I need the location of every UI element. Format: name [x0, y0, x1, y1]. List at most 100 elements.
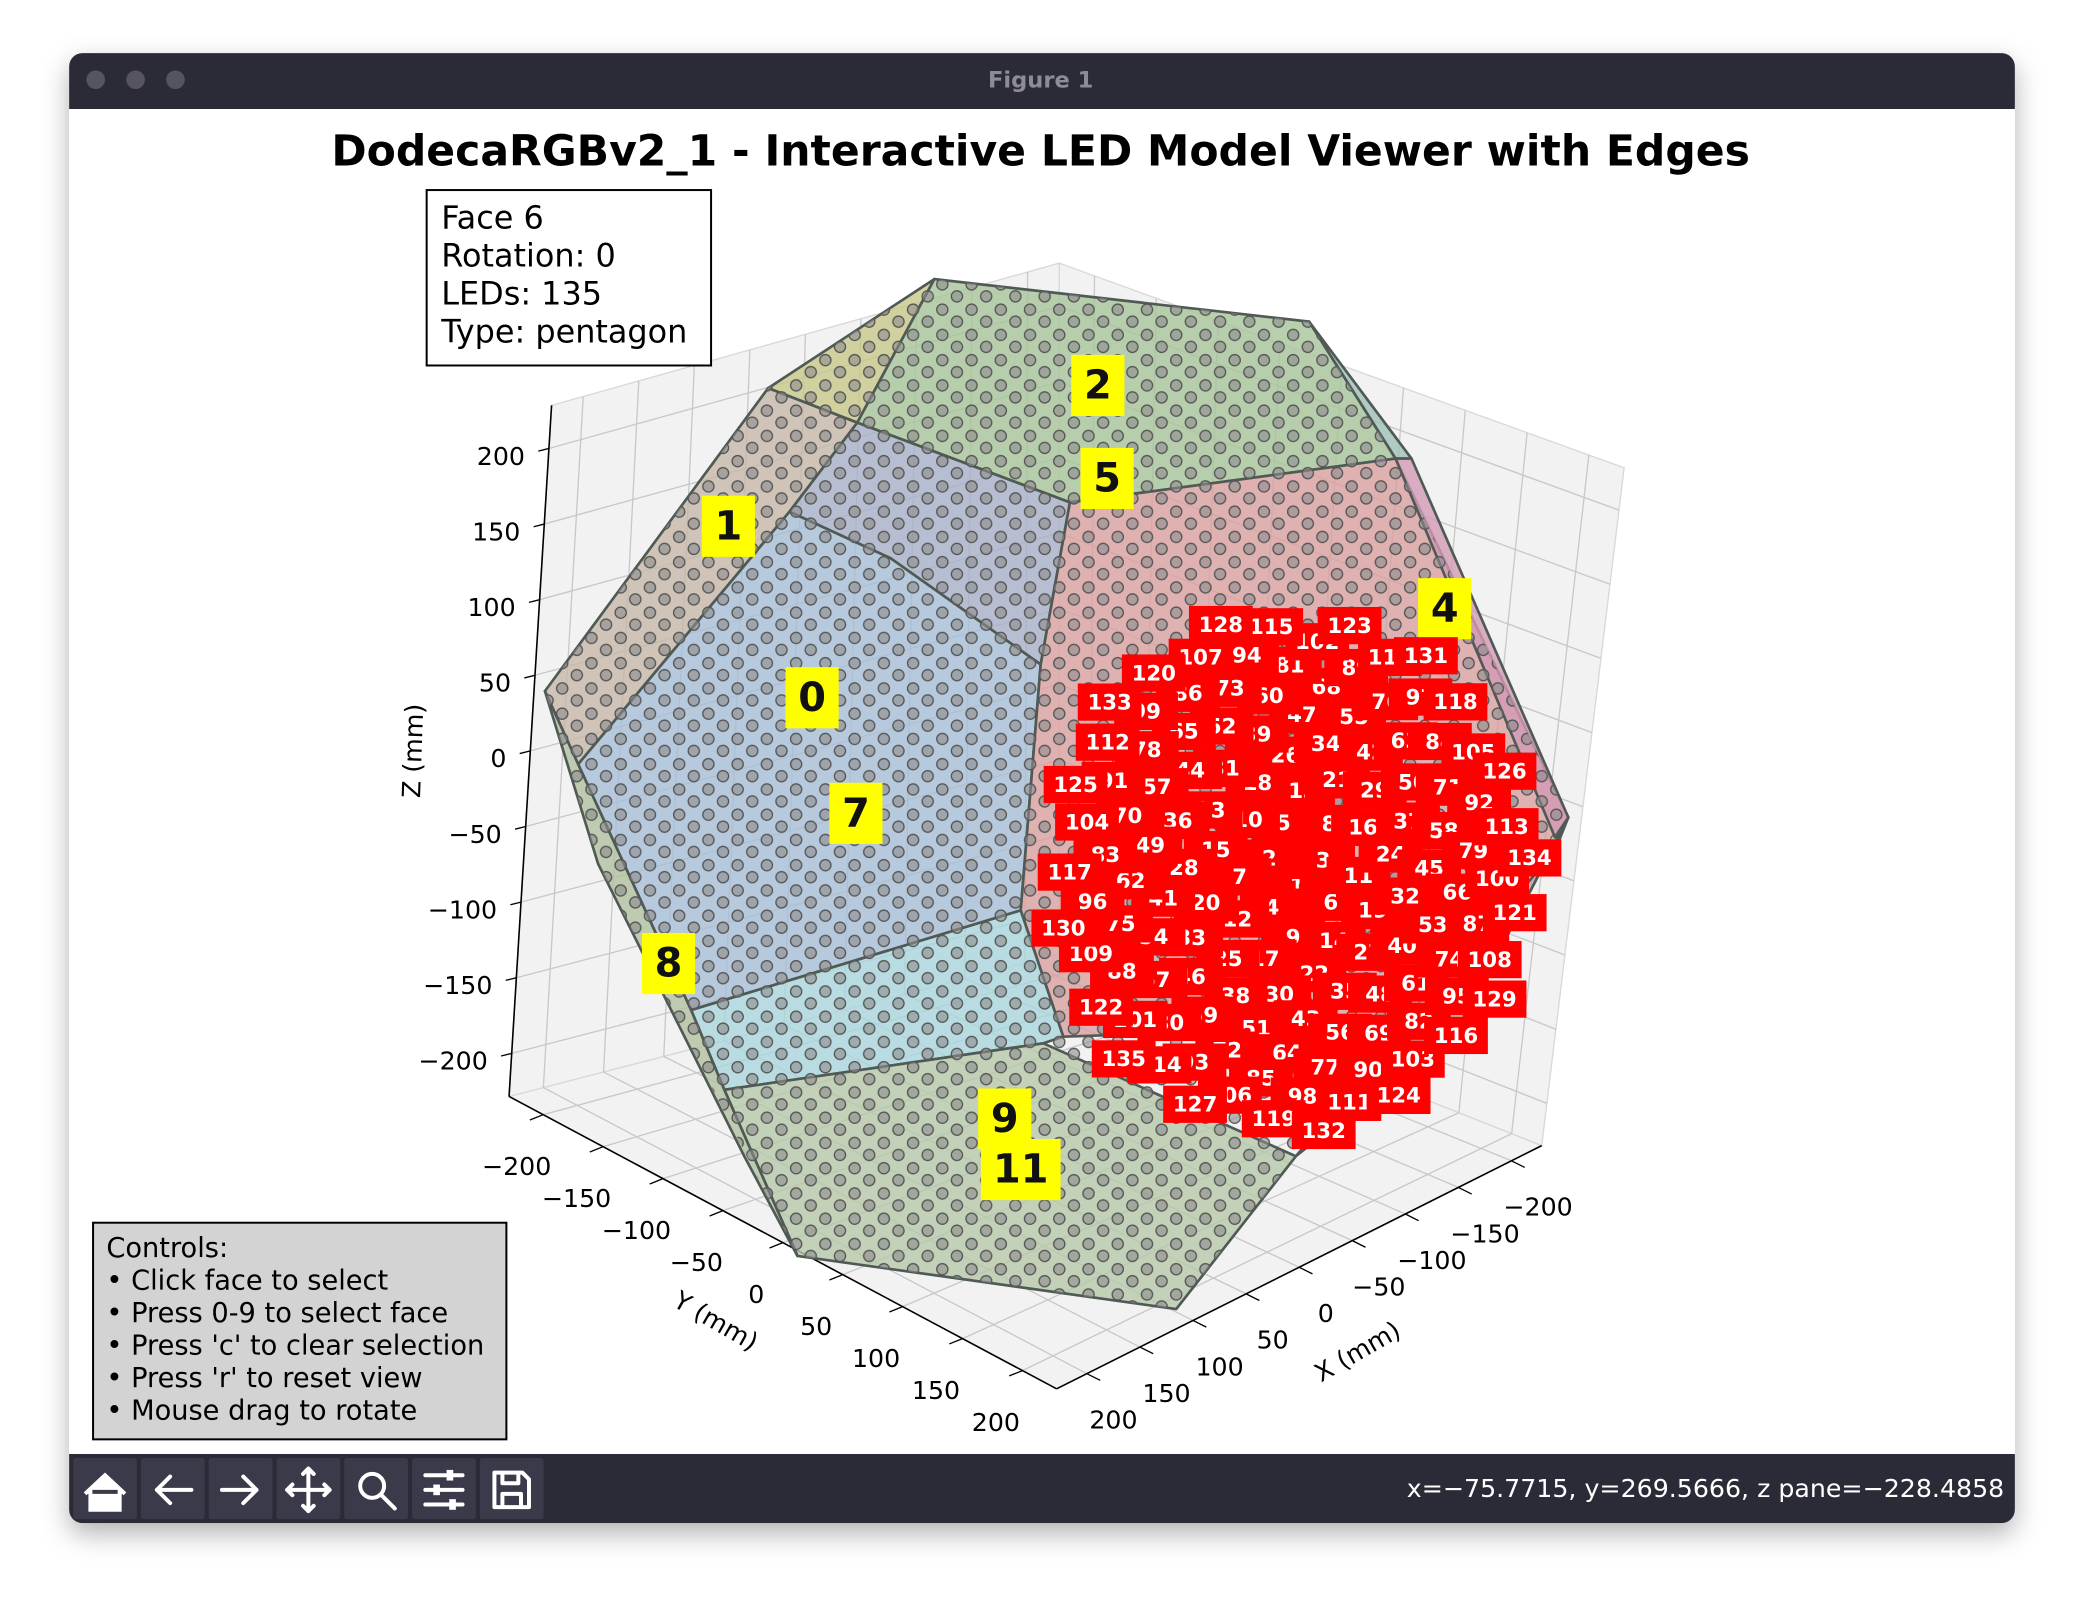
led-label: 134 — [1507, 846, 1551, 871]
led-label: 119 — [1252, 1107, 1296, 1132]
face-label-text: 4 — [1431, 586, 1459, 632]
led-marker — [1462, 980, 1527, 1018]
z-tick — [528, 599, 540, 603]
face-label[interactable]: 4 — [1418, 578, 1472, 640]
z-tick-label: 200 — [477, 442, 525, 471]
led-marker — [1472, 752, 1537, 790]
controls-line: • Press 0-9 to select face — [106, 1298, 448, 1329]
status-text: x=−75.7715, y=269.5666, z pane=−228.4858 — [1407, 1474, 2004, 1503]
title-bar — [69, 53, 2015, 109]
z-tick — [505, 977, 517, 982]
y-tick-label: −150 — [542, 1184, 611, 1213]
controls-line: • Click face to select — [106, 1265, 388, 1296]
y-tick-label: 200 — [972, 1408, 1020, 1437]
minimize-button[interactable] — [126, 70, 145, 90]
face-label-text: 5 — [1093, 456, 1121, 502]
configure-button[interactable] — [412, 1457, 476, 1520]
x-tick-label: 200 — [1089, 1406, 1137, 1435]
led-label: 6 — [1323, 891, 1338, 916]
face-label-box — [785, 667, 839, 729]
z-tick — [533, 523, 545, 528]
led-marker — [1091, 1040, 1156, 1078]
led-marker — [1291, 1111, 1356, 1150]
back-button[interactable] — [140, 1457, 205, 1520]
x-tick-label: 50 — [1257, 1326, 1289, 1355]
y-tick-label: −50 — [670, 1248, 723, 1277]
face-label-text: 1 — [714, 503, 742, 549]
led-marker — [1424, 1016, 1488, 1055]
controls-line: • Press 'r' to reset view — [106, 1363, 422, 1394]
led-marker — [1423, 683, 1488, 721]
led-label: 128 — [1199, 613, 1243, 638]
z-tick — [524, 674, 536, 679]
face-label[interactable]: 8 — [641, 932, 696, 995]
face-label[interactable]: 11 — [980, 1138, 1061, 1201]
x-tick-label: −50 — [1352, 1272, 1405, 1301]
led-marker — [1393, 637, 1458, 675]
led-marker — [1317, 606, 1382, 645]
y-tick — [649, 1178, 664, 1185]
face-label-text: 7 — [842, 791, 870, 837]
z-tick-label: −150 — [423, 971, 492, 1000]
led-marker — [1163, 1085, 1227, 1123]
face-label-box — [980, 1138, 1061, 1201]
pan-button[interactable] — [276, 1457, 341, 1520]
face-label[interactable]: 2 — [1071, 354, 1125, 416]
led-label: 124 — [1376, 1084, 1420, 1109]
z-tick-label: −100 — [428, 895, 497, 924]
x-tick — [1511, 1160, 1526, 1169]
face-label[interactable]: 1 — [701, 495, 755, 557]
x-tick — [1298, 1266, 1313, 1275]
led-label: 94 — [1232, 643, 1262, 668]
controls-box: Controls:• Click face to select• Press 0… — [92, 1221, 508, 1441]
z-tick-label: 150 — [472, 517, 520, 546]
led-label: 107 — [1178, 646, 1222, 671]
x-tick-label: −200 — [1503, 1193, 1572, 1222]
home-button[interactable] — [73, 1457, 137, 1520]
face-label-box — [641, 932, 696, 995]
face-label-text: 2 — [1084, 363, 1112, 409]
led-label: 117 — [1047, 860, 1091, 885]
forward-button[interactable] — [208, 1457, 273, 1520]
led-label: 123 — [1327, 614, 1371, 639]
z-tick-label: 0 — [490, 744, 506, 773]
face-label[interactable]: 5 — [1080, 447, 1134, 510]
led-label: 116 — [1434, 1024, 1478, 1049]
y-tick-label: 0 — [748, 1280, 764, 1309]
y-tick — [949, 1338, 963, 1345]
x-tick — [1405, 1213, 1419, 1222]
y-tick-label: −100 — [602, 1216, 671, 1245]
led-label: 112 — [1085, 730, 1129, 755]
led-label: 118 — [1433, 690, 1477, 715]
led-marker — [1077, 683, 1142, 721]
face-label[interactable]: 0 — [785, 667, 839, 729]
z-tick-label: −50 — [448, 820, 501, 849]
led-label: 34 — [1311, 732, 1341, 757]
led-marker — [1055, 803, 1119, 841]
y-tick — [769, 1242, 784, 1249]
toolbar — [69, 1453, 2015, 1524]
face-label[interactable]: 7 — [829, 782, 883, 844]
save-button[interactable] — [479, 1457, 544, 1520]
zoom-button[interactable] — [344, 1457, 409, 1520]
close-button[interactable] — [86, 70, 106, 90]
z-tick-label: 50 — [479, 669, 511, 698]
controls-line: • Press 'c' to clear selection — [106, 1330, 484, 1361]
toolbar-buttons — [73, 1457, 544, 1520]
led-marker — [1069, 988, 1134, 1026]
led-label: 125 — [1053, 773, 1097, 798]
y-tick — [529, 1114, 544, 1121]
led-label: 130 — [1041, 916, 1085, 941]
led-label: 111 — [1327, 1091, 1371, 1116]
face-label-box — [1071, 354, 1125, 416]
x-tick-label: −100 — [1397, 1246, 1466, 1275]
face-label-text: 11 — [993, 1147, 1048, 1193]
x-tick — [1245, 1293, 1260, 1302]
y-tick-label: 150 — [912, 1376, 960, 1405]
y-tick — [1008, 1369, 1023, 1377]
x-tick — [1192, 1319, 1207, 1328]
zoom-button[interactable] — [166, 70, 185, 90]
led-label: 126 — [1482, 760, 1526, 785]
led-marker — [1366, 1076, 1431, 1114]
led-label: 20 — [1191, 891, 1221, 916]
